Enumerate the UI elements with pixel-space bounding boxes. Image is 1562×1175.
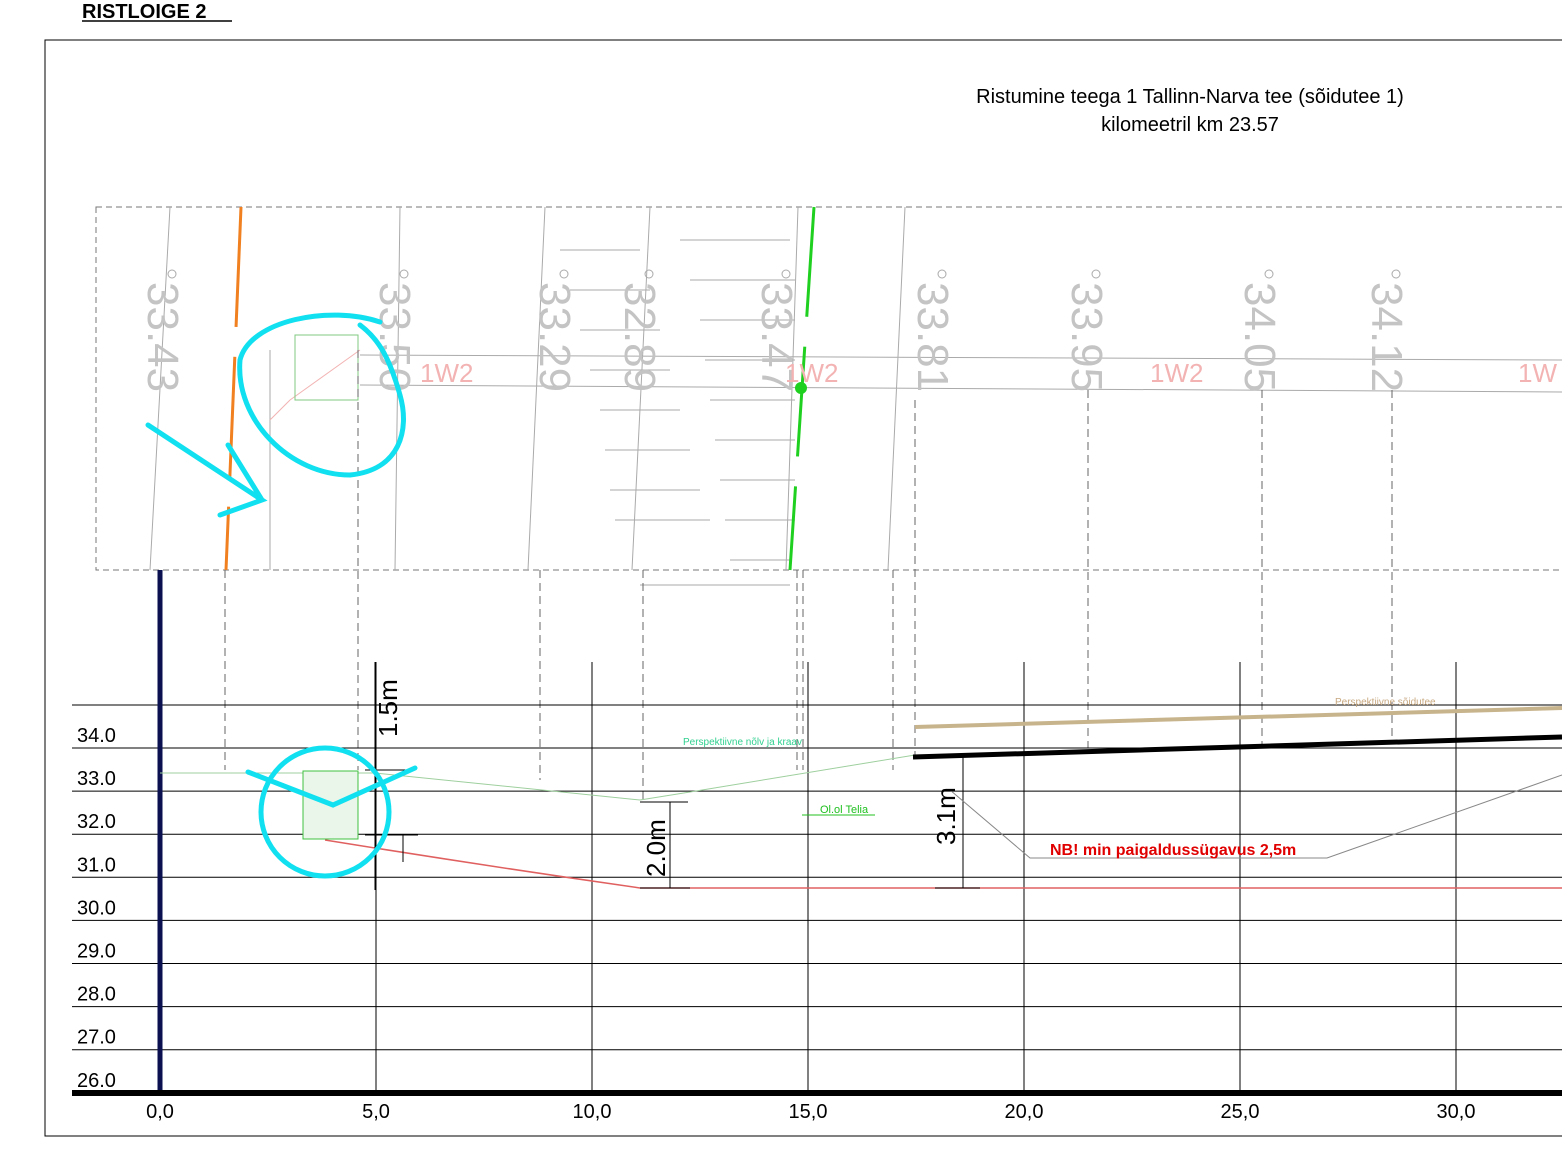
elevation-label: 33.81 [908, 282, 957, 392]
cable-orange [224, 206, 243, 571]
telia-note: Ol.ol Telia [820, 804, 869, 816]
plan-lines [149, 206, 1562, 586]
x-label: 20,0 [1005, 1101, 1044, 1123]
elevation-point [399, 269, 409, 279]
elevation-label: 34.05 [1235, 282, 1284, 392]
plan-box [95, 206, 1562, 571]
title-line1: Ristumine teega 1 Tallinn-Narva tee (sõi… [976, 86, 1404, 108]
profile-grid: 34.0 33.0 32.0 31.0 30.0 29.0 28.0 27.0 26.0 0,0 5… [72, 662, 1562, 1123]
dimension-label: 3.1m [931, 787, 961, 845]
road-surface [912, 734, 1562, 760]
projection-lines [224, 350, 1393, 800]
pipe-profile [324, 839, 1562, 889]
cable-node [795, 382, 807, 394]
y-label: 27.0 [77, 1027, 116, 1049]
markup [145, 312, 418, 879]
y-label: 28.0 [77, 984, 116, 1006]
elevation-label: 33.95 [1062, 282, 1111, 392]
elevation-point [644, 269, 654, 279]
pipe-label: 1W2 [1150, 358, 1203, 388]
y-label: 29.0 [77, 941, 116, 963]
elevation-point [781, 269, 791, 279]
elevation-point [167, 269, 177, 279]
y-label: 30.0 [77, 897, 116, 919]
elevation-point [559, 269, 569, 279]
y-label: 32.0 [77, 811, 116, 833]
heading: RISTLOIGE 2 [82, 1, 206, 23]
elevation-label: 33.43 [138, 282, 187, 392]
x-label: 25,0 [1221, 1101, 1260, 1123]
elevation-point [1091, 269, 1101, 279]
pipe-label: 1W2 [420, 358, 473, 388]
y-label: 26.0 [77, 1070, 116, 1092]
elevation-label: 34.12 [1362, 282, 1411, 392]
slope-note: Perspektiivne nõlv ja kraav [683, 737, 802, 748]
x-label: 15,0 [789, 1101, 828, 1123]
pipe-labels: 1W2 1W2 1W2 1W [420, 358, 1557, 388]
x-label: 30,0 [1437, 1101, 1476, 1123]
depth-note: NB! min paigaldussügavus 2,5m [1050, 842, 1296, 859]
dimension-label: 2.0m [641, 819, 671, 877]
y-label: 31.0 [77, 854, 116, 876]
elevation-point [937, 269, 947, 279]
frame [44, 39, 1562, 1137]
plan-pipe [269, 349, 361, 421]
x-label: 5,0 [362, 1101, 390, 1123]
elevation-label: 33.47 [752, 282, 801, 392]
future-road [914, 706, 1562, 729]
elevation-point [1391, 269, 1401, 279]
y-label: 33.0 [77, 768, 116, 790]
elevation-label: 33.29 [530, 282, 579, 392]
title-line2: kilomeetril km 23.57 [1101, 114, 1279, 136]
elevation-label: 32.89 [615, 282, 664, 392]
pipe-label: 1W [1518, 358, 1557, 388]
x-label: 10,0 [573, 1101, 612, 1123]
elevation-point [1264, 269, 1274, 279]
pipe-label: 1W2 [785, 358, 838, 388]
dimension-label: 1.5m [373, 679, 403, 737]
x-label: 0,0 [146, 1101, 174, 1123]
elevation-labels: 33.43 33.50 33.29 32.89 33.47 33.81 33.95 34.05… [138, 269, 1411, 392]
road-note: Perspektiivne sõidutee [1335, 697, 1436, 708]
y-label: 34.0 [77, 725, 116, 747]
